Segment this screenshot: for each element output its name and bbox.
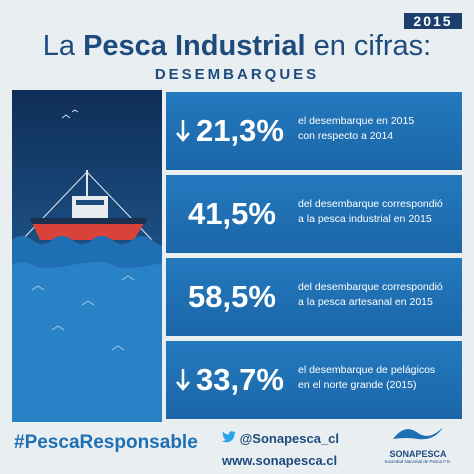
stat-value-row: 41,5% <box>188 175 276 253</box>
stat-line: con respecto a 2014 <box>298 130 394 142</box>
stat-line: el desembarque de pelágicos <box>298 364 436 376</box>
stat-value: 33,7% <box>196 362 284 397</box>
website[interactable]: www.sonapesca.cl <box>222 453 338 468</box>
logo: SONAPESCA Sociedad Nacional de Pesca F.G… <box>372 425 464 464</box>
logo-wave <box>393 427 443 440</box>
stat-description: del desembarque correspondió a la pesca i… <box>298 197 443 227</box>
title-part: en cifras: <box>313 30 432 62</box>
stat-description: el desembarque de pelágicos en el norte g… <box>298 363 435 393</box>
title-part: La <box>42 30 76 62</box>
social-links: @Sonapesca_cl www.sonapesca.cl <box>222 428 339 472</box>
title-part: Pesca Industrial <box>83 30 306 62</box>
down-arrow <box>176 369 190 391</box>
stat-value: 58,5% <box>188 279 276 314</box>
stat-card: 58,5% del desembarque correspondió a la pe… <box>166 258 462 336</box>
down-arrow <box>176 120 190 142</box>
logo-subtitle: Sociedad Nacional de Pesca F.G. <box>384 459 452 464</box>
stat-value-row: 33,7% <box>176 341 284 419</box>
twitter-handle[interactable]: @Sonapesca_cl <box>239 431 340 446</box>
stat-line: del desembarque correspondió <box>298 198 443 210</box>
stat-description: del desembarque correspondió a la pesca a… <box>298 280 443 310</box>
logo-name: SONAPESCA <box>389 449 447 459</box>
stat-value: 21,3% <box>196 113 284 148</box>
hashtag: #PescaResponsable <box>14 432 198 453</box>
stat-line: en el norte grande (2015) <box>298 379 417 391</box>
stat-line: a la pesca industrial en 2015 <box>298 213 432 225</box>
stat-line: a la pesca artesanal en 2015 <box>298 296 433 308</box>
stat-card: 41,5% del desembarque correspondió a la pe… <box>166 175 462 253</box>
stat-value-row: 58,5% <box>188 258 276 336</box>
stat-card: 21,3% el desembarque en 2015 con respecto … <box>166 92 462 170</box>
year-badge: 2015 <box>404 13 462 29</box>
stat-line: del desembarque correspondió <box>298 281 443 293</box>
stat-description: el desembarque en 2015 con respecto a 201… <box>298 114 414 144</box>
twitter-row: @Sonapesca_cl <box>222 428 339 450</box>
subtitle: DESEMBARQUES <box>154 66 320 83</box>
stat-value: 41,5% <box>188 196 276 231</box>
twitter-icon <box>222 431 236 443</box>
stat-card: 33,7% el desembarque de pelágicos en el no… <box>166 341 462 419</box>
stat-value-row: 21,3% <box>176 92 284 170</box>
title: La Pesca Industrial en cifras: <box>0 30 474 63</box>
boat-illustration <box>12 90 162 422</box>
stat-line: el desembarque en 2015 <box>298 115 415 127</box>
